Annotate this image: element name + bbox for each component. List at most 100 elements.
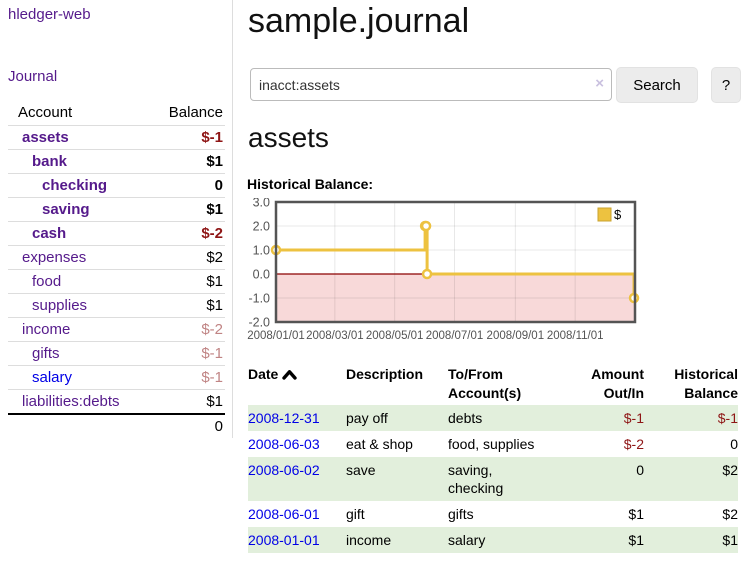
x-axis-tick-label: 2008/03/01 — [306, 330, 364, 342]
account-balance: $1 — [152, 149, 225, 174]
register-column-description: Description — [346, 366, 424, 382]
account-balance: $-1 — [152, 365, 225, 390]
register-column-date[interactable]: Date — [248, 363, 346, 405]
sidebar-account-link[interactable]: saving — [42, 201, 90, 218]
transaction-balance: $2 — [722, 462, 738, 478]
transaction-accounts: debts — [448, 410, 483, 426]
accounts-total-balance: 0 — [152, 413, 225, 438]
transaction-balance: 0 — [730, 436, 738, 452]
account-balance: 0 — [152, 173, 225, 198]
register-column-amount: Amount Out/In — [591, 366, 644, 401]
page-title: sample.journal — [248, 2, 470, 40]
account-row: assets $-1 — [8, 125, 225, 150]
search-button[interactable]: Search — [616, 67, 698, 103]
transaction-description: gift — [346, 506, 365, 522]
accounts-total-row: 0 — [8, 413, 225, 438]
account-row: supplies $1 — [8, 293, 225, 318]
account-row: saving $1 — [8, 197, 225, 222]
transaction-description: eat & shop — [346, 436, 413, 452]
legend-label: $ — [614, 207, 622, 222]
transaction-description: save — [346, 462, 376, 478]
transaction-balance: $-1 — [717, 410, 738, 426]
nav-journal-link[interactable]: Journal — [8, 68, 58, 85]
transaction-date-link[interactable]: 2008-01-01 — [248, 532, 320, 548]
account-balance: $-1 — [152, 125, 225, 150]
sidebar-account-link[interactable]: assets — [22, 129, 69, 146]
y-axis-tick-label: -2.0 — [248, 316, 270, 330]
transaction-date-link[interactable]: 2008-06-03 — [248, 436, 320, 452]
accounts-column-balance: Balance — [168, 104, 223, 121]
sidebar-account-link[interactable]: gifts — [32, 345, 60, 362]
y-axis-tick-label: 2.0 — [253, 220, 270, 234]
register-column-accounts: To/From Account(s) — [448, 366, 522, 401]
x-axis-tick-label: 2008/01/01 — [247, 330, 305, 342]
transaction-date-link[interactable]: 2008-06-02 — [248, 462, 320, 478]
negative-region — [276, 274, 635, 322]
transaction-description: pay off — [346, 410, 388, 426]
sidebar-account-link[interactable]: liabilities:debts — [22, 393, 120, 410]
account-row: income $-2 — [8, 317, 225, 342]
sidebar-account-link[interactable]: food — [32, 273, 62, 290]
x-axis-tick-label: 2008/05/01 — [366, 330, 424, 342]
sort-ascending-icon — [282, 366, 298, 385]
account-row: gifts $-1 — [8, 341, 225, 366]
plot-border — [274, 200, 637, 324]
y-axis-tick-label: 1.0 — [253, 244, 270, 258]
transaction-row: 2008-06-01 gift gifts $1 $2 — [248, 501, 738, 527]
account-row: food $1 — [8, 269, 225, 294]
transaction-date-link[interactable]: 2008-06-01 — [248, 506, 320, 522]
accounts-table: Account Balance assets $-1 bank $1 checking 0… — [8, 100, 225, 438]
clear-search-icon[interactable]: × — [595, 75, 604, 92]
brand-link[interactable]: hledger-web — [8, 6, 91, 23]
account-row: salary $-1 — [8, 365, 225, 390]
transaction-date-link[interactable]: 2008-12-31 — [248, 410, 320, 426]
account-balance: $1 — [152, 293, 225, 318]
chart-title: Historical Balance: — [247, 176, 374, 192]
transaction-accounts: gifts — [448, 506, 474, 522]
account-row: liabilities:debts $1 — [8, 389, 225, 414]
sidebar-account-link[interactable]: income — [22, 321, 71, 338]
transaction-row: 2008-01-01 income salary $1 $1 — [248, 527, 738, 553]
account-balance: $-2 — [152, 221, 225, 246]
transaction-amount: $1 — [628, 532, 644, 548]
x-axis-tick-label: 2008/11/01 — [547, 330, 604, 342]
accounts-header-row: Account Balance — [8, 100, 225, 126]
help-button[interactable]: ? — [711, 67, 741, 103]
sidebar-account-link[interactable]: salary — [32, 369, 73, 386]
search-bar: × — [250, 68, 612, 101]
account-row: expenses $2 — [8, 245, 225, 270]
account-balance: $1 — [152, 197, 225, 222]
sidebar-divider — [232, 0, 233, 438]
transaction-amount: $-1 — [623, 410, 644, 426]
account-row: cash $-2 — [8, 221, 225, 246]
register-header-row: Date Description To/From Account(s) Amount … — [248, 363, 738, 405]
transaction-accounts: food, supplies — [448, 436, 535, 452]
legend-swatch — [597, 207, 612, 222]
data-point-marker — [421, 268, 433, 280]
x-axis-tick-label: 2008/07/01 — [426, 330, 484, 342]
search-input[interactable] — [250, 68, 612, 101]
transaction-balance: $2 — [722, 506, 738, 522]
transaction-description: income — [346, 532, 392, 548]
register-column-balance: Historical Balance — [674, 366, 738, 401]
sidebar-account-link[interactable]: expenses — [22, 249, 87, 266]
sidebar-account-link[interactable]: supplies — [32, 297, 88, 314]
x-axis-tick-label: 2008/09/01 — [487, 330, 545, 342]
sidebar-account-link[interactable]: cash — [32, 225, 67, 242]
transaction-amount: 0 — [636, 462, 644, 478]
y-axis-tick-label: 3.0 — [253, 198, 270, 210]
data-point-marker — [420, 220, 432, 232]
accounts-column-account: Account — [18, 104, 73, 121]
account-balance: $1 — [152, 389, 225, 414]
transaction-accounts: salary — [448, 532, 486, 548]
y-axis-tick-label: 0.0 — [253, 268, 270, 282]
account-row: checking 0 — [8, 173, 225, 198]
account-balance: $2 — [152, 245, 225, 270]
sidebar-account-link[interactable]: bank — [32, 153, 68, 170]
sidebar-account-link[interactable]: checking — [42, 177, 108, 194]
transaction-row: 2008-06-03 eat & shop food, supplies $-2 0 — [248, 431, 738, 457]
account-row: bank $1 — [8, 149, 225, 174]
register-table: Date Description To/From Account(s) Amount … — [248, 363, 738, 553]
